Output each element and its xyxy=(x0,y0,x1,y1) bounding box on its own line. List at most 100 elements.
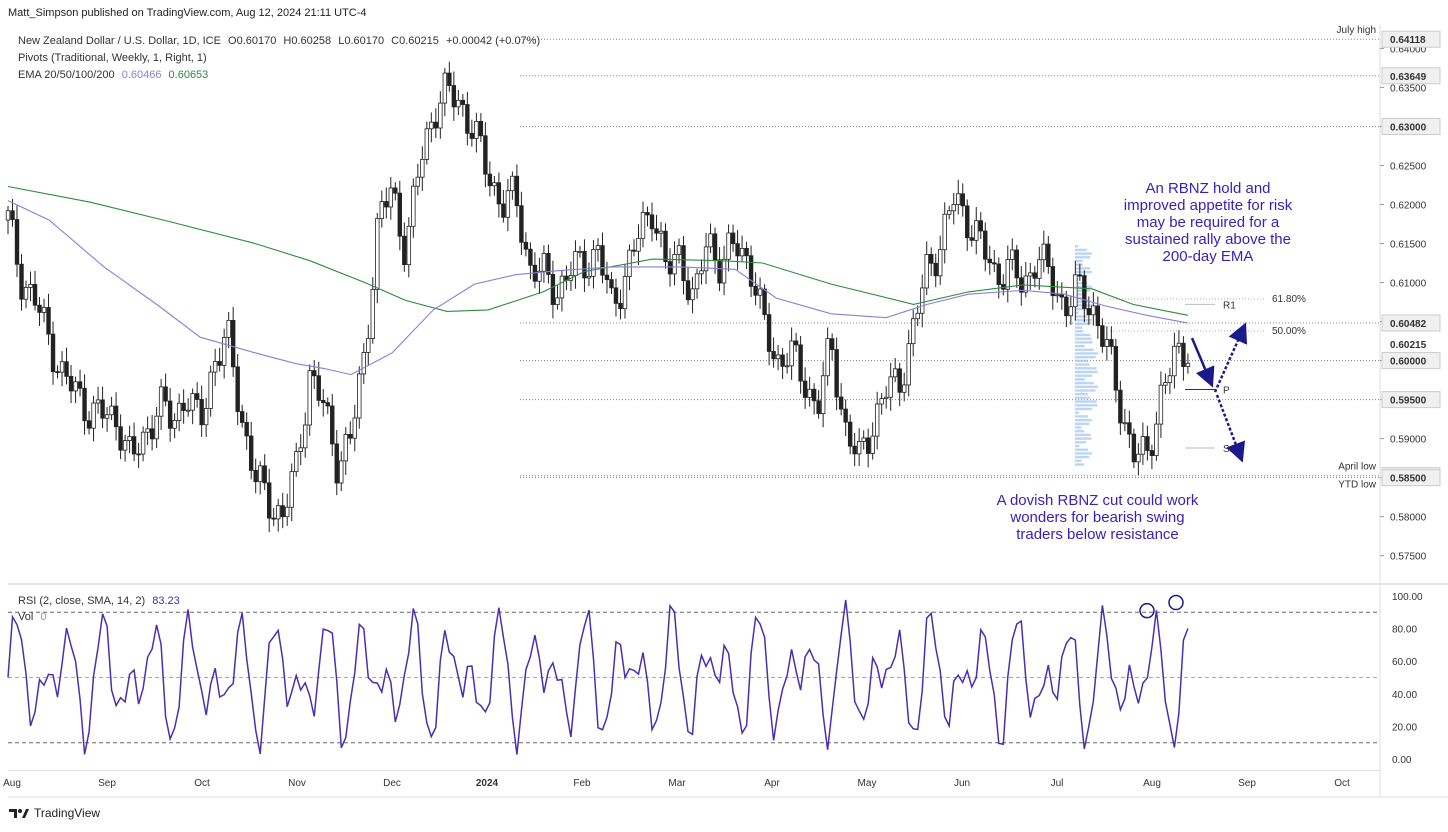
candle-body xyxy=(276,505,281,520)
candle-body xyxy=(226,319,231,338)
candle-body xyxy=(1149,450,1155,456)
candle-body xyxy=(469,132,475,139)
volume-profile-bar xyxy=(1075,441,1086,444)
candle-body xyxy=(172,420,177,429)
candle-body xyxy=(447,72,452,86)
candle-body xyxy=(1064,296,1069,317)
candle-body xyxy=(739,248,745,257)
pivot-label: R1 xyxy=(1223,300,1236,311)
annotation-bottom-line: wonders for bearish swing xyxy=(1010,509,1185,526)
candle-body xyxy=(645,212,650,216)
volume-profile-bar xyxy=(1075,337,1092,340)
volume-profile-bar xyxy=(1075,333,1091,337)
candle-body xyxy=(50,333,56,373)
candle-body xyxy=(501,203,506,218)
volume-profile-bar xyxy=(1075,393,1088,396)
volume-profile-bar xyxy=(1075,378,1085,381)
volume-profile-bar xyxy=(1075,430,1084,433)
price-label-box xyxy=(1381,67,1441,85)
price-tick-label: 0.62000 xyxy=(1390,200,1427,211)
volume-profile-bar xyxy=(1075,348,1094,351)
candle-body xyxy=(420,158,425,178)
rsi-legend[interactable]: RSI (2, close, SMA, 14, 2) 83.23 xyxy=(18,595,184,607)
price-label-box xyxy=(1381,314,1441,332)
candle-body xyxy=(145,428,150,433)
ema-legend[interactable]: EMA 20/50/100/200 0.60466 0.60653 xyxy=(18,69,212,81)
candle-body xyxy=(113,405,119,428)
time-tick-label: 2024 xyxy=(476,778,499,789)
volume-profile-bar xyxy=(1075,389,1096,392)
candle-body xyxy=(834,349,839,398)
candle-body xyxy=(712,233,718,261)
candle-body xyxy=(879,398,884,405)
rsi-peak-circle xyxy=(1139,602,1155,619)
candle-body xyxy=(140,431,146,455)
candle-body xyxy=(897,368,902,393)
candle-body xyxy=(303,424,308,449)
candle-body xyxy=(577,250,583,253)
candle-body xyxy=(285,506,290,518)
candle-body xyxy=(487,173,493,187)
candle-body xyxy=(28,284,33,288)
candle-body xyxy=(253,469,258,483)
volume-profile-bar xyxy=(1075,370,1098,374)
volume-profile-bar xyxy=(1075,252,1092,255)
candle-body xyxy=(969,237,974,241)
candle-body xyxy=(703,246,709,272)
time-tick-label: Nov xyxy=(288,778,306,789)
candle-body xyxy=(1046,243,1051,267)
annotation-top-line: improved appetite for risk xyxy=(1123,197,1293,214)
candle-body xyxy=(672,254,677,275)
candle-body xyxy=(104,414,110,419)
candle-body xyxy=(784,365,790,368)
time-tick-label: Oct xyxy=(1334,778,1350,789)
candle-body xyxy=(271,517,276,520)
pivots-legend[interactable]: Pivots (Traditional, Weekly, 1, Right, 1… xyxy=(18,52,211,64)
volume-profile-bar xyxy=(1075,363,1090,366)
candle-body xyxy=(451,85,457,108)
volume-profile-bar xyxy=(1075,367,1097,370)
price-label-box xyxy=(1381,469,1441,487)
volume-profile-bar xyxy=(1075,344,1085,348)
price-label-text: 0.63649 xyxy=(1390,72,1427,83)
volume-profile-bar xyxy=(1075,341,1093,344)
candle-body xyxy=(91,402,96,429)
rsi-label: RSI (2, close, SMA, 14, 2) xyxy=(18,595,146,607)
candle-body xyxy=(748,255,754,287)
candle-body xyxy=(649,214,655,230)
volume-profile-bar xyxy=(1075,381,1094,385)
volume-profile-bar xyxy=(1075,407,1093,411)
candle-body xyxy=(924,253,929,289)
volume-profile-bar xyxy=(1075,263,1083,266)
time-tick-label: Aug xyxy=(3,778,21,789)
candle-body xyxy=(167,400,173,429)
candle-body xyxy=(46,307,51,335)
candle-body xyxy=(375,218,380,290)
candle-body xyxy=(267,482,272,519)
bearish-projection-arrow xyxy=(1215,394,1246,463)
volume-profile-bar xyxy=(1075,293,1083,296)
candle-body xyxy=(199,399,204,426)
candle-body xyxy=(176,402,182,421)
candle-body xyxy=(514,175,520,207)
rsi-value: 83.23 xyxy=(152,595,180,607)
candle-body xyxy=(631,249,637,252)
candle-body xyxy=(429,121,434,130)
vol-legend[interactable]: Vol 0 xyxy=(18,611,50,623)
candle-body xyxy=(379,201,384,219)
rsi-line xyxy=(7,599,1189,755)
candle-body xyxy=(131,436,137,455)
rsi-tick-label: 40.00 xyxy=(1392,690,1417,701)
symbol-legend[interactable]: New Zealand Dollar / U.S. Dollar, 1D, IC… xyxy=(18,35,544,47)
volume-profile-bar xyxy=(1075,270,1092,274)
candle-body xyxy=(14,219,20,265)
candle-body xyxy=(523,241,529,250)
candle-body xyxy=(1086,308,1092,316)
candle-body xyxy=(694,273,700,290)
tradingview-logo[interactable]: TradingView xyxy=(8,806,100,820)
candle-body xyxy=(911,318,916,345)
candle-body xyxy=(442,72,448,104)
time-tick-label: Apr xyxy=(764,778,780,789)
candle-body xyxy=(947,210,952,215)
